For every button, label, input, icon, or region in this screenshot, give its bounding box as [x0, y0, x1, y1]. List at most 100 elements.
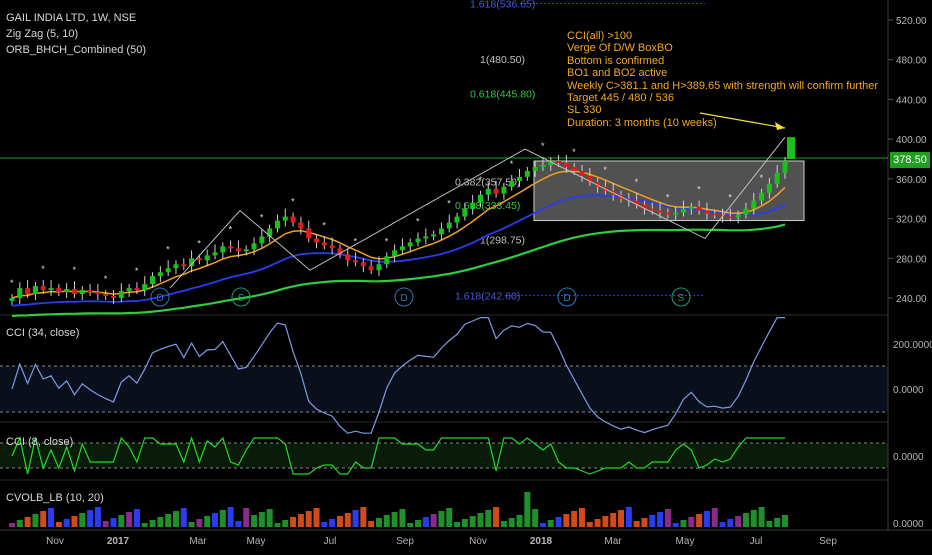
candle-body: [25, 288, 31, 295]
time-tick-label: 2017: [107, 536, 130, 547]
volume-bar: [40, 511, 47, 527]
candle-body: [79, 290, 85, 295]
signal-star: *: [72, 265, 76, 275]
volume-bar: [407, 523, 414, 527]
volume-bar: [438, 511, 445, 527]
candle-body: [220, 246, 226, 253]
volume-bar: [664, 509, 671, 527]
signal-star: *: [322, 220, 326, 230]
volume-bar: [219, 510, 226, 527]
signal-star: *: [728, 193, 732, 203]
volume-bar: [563, 514, 570, 527]
cvol-label: CVOLB_LB (10, 20): [6, 492, 104, 504]
candle-body: [579, 170, 585, 176]
signal-star: *: [291, 197, 295, 207]
signal-star: *: [354, 236, 358, 246]
candle-body: [212, 252, 218, 256]
cci34-band: [0, 366, 888, 412]
candle-body: [454, 216, 460, 223]
volume-bar: [477, 513, 484, 527]
volume-bar: [55, 522, 62, 527]
candle-body: [259, 236, 265, 244]
volume-bar: [602, 516, 609, 527]
candle-body: [774, 172, 780, 184]
volume-bar: [305, 511, 312, 527]
volume-bar: [508, 518, 515, 527]
volume-bar: [454, 522, 461, 527]
candle-body: [696, 206, 702, 211]
volume-bar: [625, 507, 632, 527]
volume-bar: [24, 517, 31, 527]
annotation-line: SL 330: [567, 104, 602, 117]
candle-body: [446, 222, 452, 229]
volume-bar: [516, 515, 523, 527]
volume-bar: [742, 513, 749, 527]
volume-bar: [16, 520, 23, 527]
volume-bar: [594, 519, 601, 527]
candle-body: [321, 242, 327, 246]
candle-body: [727, 216, 733, 219]
annotation-line: CCI(all) >100: [567, 30, 633, 42]
annotation-line: Bottom is confirmed: [567, 54, 665, 67]
volume-bar: [344, 513, 351, 527]
candle-body: [360, 262, 366, 267]
time-tick-label: May: [247, 536, 266, 547]
annotation-box: CCI(all) >100 Verge Of D/W BoxBO Bottom …: [567, 30, 878, 129]
price-tick-label: 400.00: [896, 135, 927, 146]
volume-bar: [212, 513, 219, 527]
volume-bar: [9, 523, 15, 527]
cci34-tick-label: 200.0000: [893, 340, 932, 351]
signal-star: *: [603, 165, 607, 175]
cci34-line: [11, 317, 785, 434]
legend: GAIL INDIA LTD, 1W, NSE Zig Zag (5, 10) …: [6, 10, 146, 58]
volume-bar: [133, 509, 140, 527]
candle-body: [290, 216, 296, 223]
volume-bar: [618, 510, 625, 527]
candle-body: [556, 160, 562, 163]
candle-body: [477, 194, 483, 203]
cci34-label: CCI (34, close): [6, 327, 80, 339]
candle-body: [399, 246, 405, 251]
orb-label: ORB_BHCH_Combined (50): [6, 44, 146, 56]
arrow-line: [699, 112, 786, 129]
candle-body: [634, 200, 640, 205]
cci8-band: [0, 443, 888, 468]
signal-star: *: [541, 141, 545, 151]
candle-body: [595, 181, 601, 187]
candle-body: [329, 245, 335, 249]
candle-body: [501, 186, 507, 194]
annotation-line: Weekly C>381.1 and H>389.65 with strengt…: [567, 79, 879, 92]
arrow-head: [775, 122, 785, 130]
volume-bar: [94, 507, 101, 527]
candle-body: [181, 264, 187, 267]
volume-bar: [157, 517, 164, 527]
volume-bar: [688, 517, 695, 527]
volume-bar: [415, 520, 422, 527]
volume-bar: [610, 513, 617, 527]
cci34-tick-label: 0.0000: [893, 385, 924, 396]
volume-bar: [430, 514, 437, 527]
candle-body: [673, 212, 679, 215]
volume-bar: [727, 519, 734, 527]
signal-star: *: [135, 266, 139, 276]
candle-body: [384, 256, 390, 265]
candle-body: [368, 266, 374, 271]
volume-bar: [141, 523, 148, 527]
candle-body: [228, 246, 234, 249]
volume-bar: [422, 517, 429, 527]
signal-star: *: [229, 224, 233, 234]
volume-bar: [196, 519, 203, 527]
dividend-marker-label: S: [678, 293, 685, 304]
symbol-title: GAIL INDIA LTD, 1W, NSE: [6, 12, 137, 24]
volume-bar: [32, 514, 39, 527]
volume-bar: [313, 508, 320, 527]
volume-bar: [461, 519, 468, 527]
dividend-marker-label: S: [238, 293, 245, 304]
volume-bar: [696, 514, 703, 527]
dividend-marker: [231, 287, 251, 307]
volume-bar: [399, 509, 406, 527]
volume-bar: [641, 518, 648, 527]
consolidation-box: [533, 160, 805, 222]
candle-body: [423, 236, 429, 239]
